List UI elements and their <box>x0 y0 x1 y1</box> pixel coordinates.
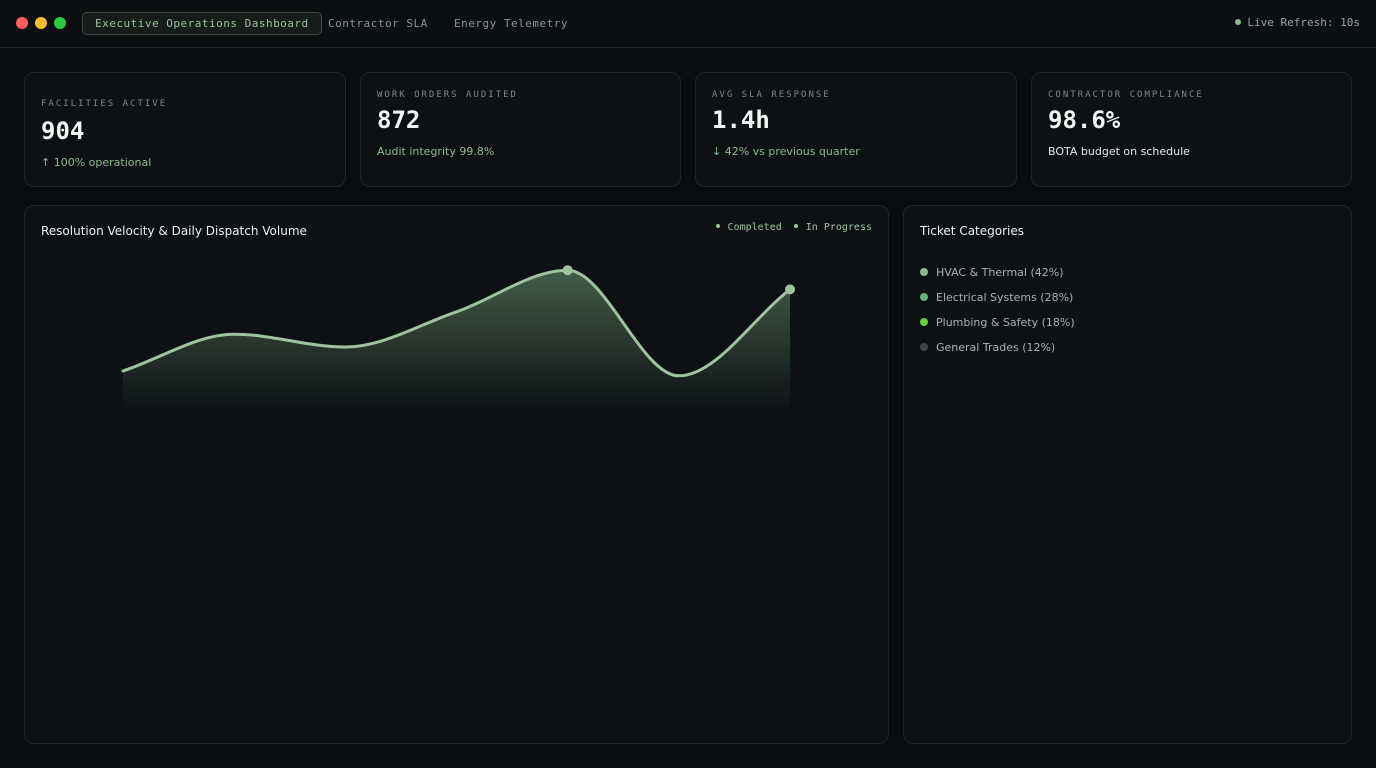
tab-executive-operations-dashboard[interactable]: Executive Operations Dashboard <box>82 12 322 35</box>
category-label: Plumbing & Safety (18%) <box>936 316 1075 329</box>
legend-item-completed: Completed <box>727 222 782 233</box>
category-dot-icon <box>920 318 928 326</box>
kpi-value: 904 <box>41 117 85 145</box>
kpi-value: 98.6% <box>1048 106 1121 134</box>
category-dot-icon <box>920 343 928 351</box>
category-item: Electrical Systems (28%) <box>920 291 1075 316</box>
live-status-dot-icon <box>1235 19 1242 25</box>
categories-title: Ticket Categories <box>920 224 1024 238</box>
kpi-label: CONTRACTOR COMPLIANCE <box>1048 90 1204 100</box>
kpi-label: FACILITIES ACTIVE <box>41 99 168 109</box>
kpi-subtext: Audit integrity 99.8% <box>377 145 495 158</box>
legend-item-in-progress: In Progress <box>805 222 872 233</box>
window-titlebar: Executive Operations Dashboard Contracto… <box>0 0 1376 48</box>
data-point-marker[interactable] <box>785 284 795 295</box>
close-window-button[interactable] <box>16 17 28 29</box>
legend-dot-icon <box>715 224 720 228</box>
resolution-velocity-chart <box>121 265 795 411</box>
kpi-label: WORK ORDERS AUDITED <box>377 90 518 100</box>
kpi-subtext: ↑ 100% operational <box>41 156 152 169</box>
categories-list: HVAC & Thermal (42%) Electrical Systems … <box>920 266 1075 366</box>
kpi-subtext: ↓ 42% vs previous quarter <box>712 145 860 158</box>
tab-energy-telemetry[interactable]: Energy Telemetry <box>454 17 568 30</box>
kpi-card-facilities-active: FACILITIES ACTIVE 904 ↑ 100% operational <box>24 72 346 187</box>
ticket-categories-panel: Ticket Categories HVAC & Thermal (42%) E… <box>903 205 1352 744</box>
resolution-velocity-panel: Resolution Velocity & Daily Dispatch Vol… <box>24 205 889 744</box>
category-item: HVAC & Thermal (42%) <box>920 266 1075 291</box>
kpi-subtext: BOTA budget on schedule <box>1048 145 1190 158</box>
kpi-label: AVG SLA RESPONSE <box>712 90 831 100</box>
live-refresh-label: Live Refresh: 10s <box>1247 16 1360 29</box>
live-refresh-indicator: Live Refresh: 10s <box>1235 16 1360 29</box>
category-dot-icon <box>920 293 928 301</box>
legend-dot-icon <box>793 224 798 228</box>
completed-area-fill <box>123 270 790 411</box>
completed-series-line <box>121 268 792 378</box>
kpi-card-contractor-compliance: CONTRACTOR COMPLIANCE 98.6% BOTA budget … <box>1031 72 1352 187</box>
category-label: HVAC & Thermal (42%) <box>936 266 1064 279</box>
minimize-window-button[interactable] <box>35 17 47 29</box>
maximize-window-button[interactable] <box>54 17 66 29</box>
category-label: Electrical Systems (28%) <box>936 291 1074 304</box>
category-item: General Trades (12%) <box>920 341 1075 366</box>
kpi-card-avg-sla-response: AVG SLA RESPONSE 1.4h ↓ 42% vs previous … <box>695 72 1017 187</box>
chart-title: Resolution Velocity & Daily Dispatch Vol… <box>41 224 307 238</box>
chart-legend: Completed In Progress <box>710 222 872 233</box>
category-label: General Trades (12%) <box>936 341 1056 354</box>
category-item: Plumbing & Safety (18%) <box>920 316 1075 341</box>
kpi-value: 1.4h <box>712 106 770 134</box>
category-dot-icon <box>920 268 928 276</box>
data-point-marker[interactable] <box>562 265 573 276</box>
kpi-card-work-orders-audited: WORK ORDERS AUDITED 872 Audit integrity … <box>360 72 681 187</box>
tab-contractor-sla[interactable]: Contractor SLA <box>328 17 428 30</box>
kpi-value: 872 <box>377 106 421 134</box>
